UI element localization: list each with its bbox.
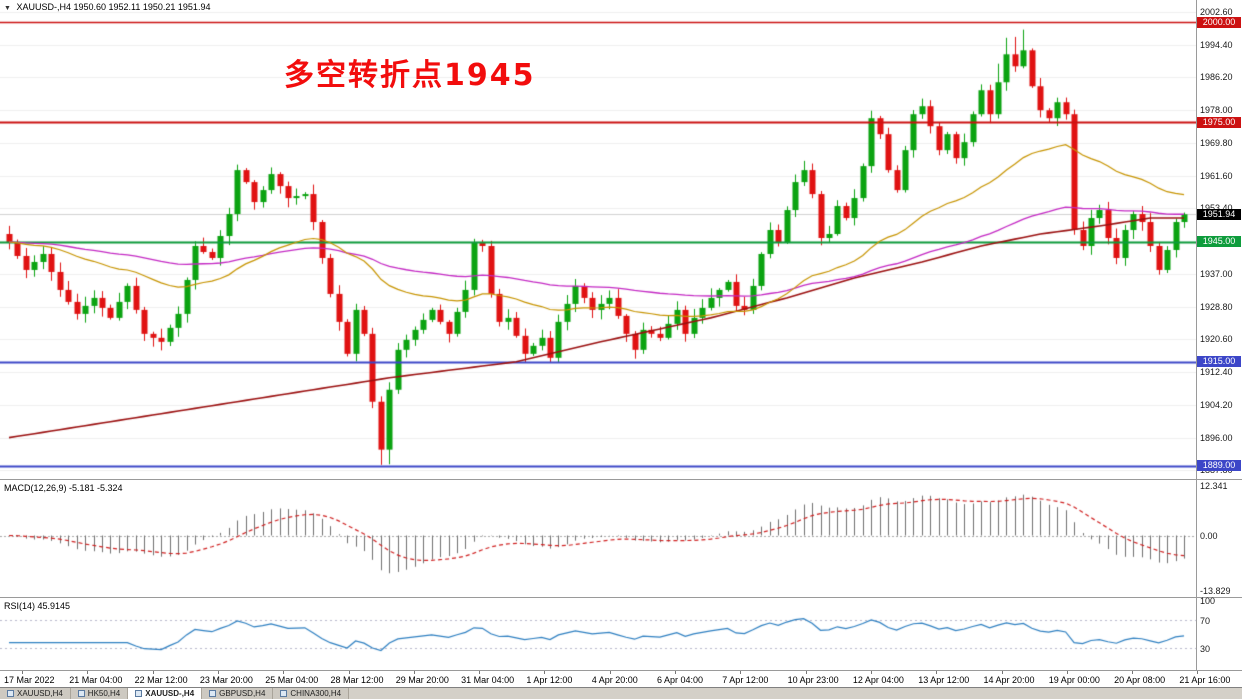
time-axis-tick [805,671,807,674]
time-axis-label: 6 Apr 04:00 [657,675,704,685]
time-axis-label: 12 Apr 04:00 [852,675,904,685]
time-axis-tick [413,671,415,674]
chart-tab-label: XAUUSD-,H4 [145,689,195,698]
chart-tab[interactable]: XAUUSD,H4 [0,688,71,699]
time-axis-tick [936,671,938,674]
price-axis-label: 1978.00 [1200,105,1233,116]
annotation-text: 多空转折点1945 [284,58,536,93]
rsi-axis-label: 70 [1200,616,1211,627]
chart-tab-icon [77,690,85,697]
level-price-badge: 2000.00 [1197,16,1241,28]
chart-tab-icon [209,690,217,697]
price-axis-label: 1969.80 [1200,137,1233,148]
level-price-badge: 1915.00 [1197,356,1241,368]
time-axis-tick [675,671,676,674]
chart-tab[interactable]: HK50,H4 [70,688,129,699]
chart-tab-label: HK50,H4 [87,689,121,698]
price-axis-label: 2002.60 [1200,6,1233,17]
price-axis-label: 1920.60 [1200,334,1233,345]
chart-tab[interactable]: CHINA300,H4 [273,688,350,699]
macd-axis-label: 12.341 [1200,481,1228,491]
chart-tab[interactable]: GBPUSD,H4 [202,688,274,699]
time-axis-label: 14 Apr 20:00 [983,675,1035,685]
time-axis-label: 25 Mar 04:00 [265,675,319,685]
rsi-axis-label: 100 [1200,596,1216,606]
time-axis-separator [0,670,1242,671]
chart-tab-icon [280,690,288,697]
time-axis-label: 1 Apr 12:00 [526,675,573,685]
chart-tab-label: XAUUSD,H4 [17,689,63,698]
macd-label: MACD(12,26,9) -5.181 -5.324 [4,483,123,493]
price-axis-label: 1953.40 [1200,203,1233,213]
time-axis-label: 23 Mar 20:00 [199,675,253,685]
time-axis-label: 21 Mar 04:00 [69,675,123,685]
level-price-badge: 1889.00 [1197,460,1241,472]
time-axis-tick [609,671,611,674]
time-axis-label: 28 Mar 12:00 [330,675,384,685]
time-axis-tick [22,671,23,674]
macd-axis-label: 0.00 [1200,530,1218,541]
rsi-label: RSI(14) 45.9145 [4,601,71,611]
price-axis-label: 1961.60 [1200,170,1233,181]
chart-tab-icon [135,690,143,697]
rsi-panel-separator[interactable] [0,597,1242,598]
rsi-axis-label: 30 [1200,643,1211,654]
time-axis-label: 29 Mar 20:00 [395,675,449,685]
chart-title: ▼ XAUUSD-,H4 1950.60 1952.11 1950.21 195… [4,2,210,12]
time-axis-tick [1001,671,1003,674]
time-axis-label: 10 Apr 23:00 [787,675,839,685]
time-axis-label: 7 Apr 12:00 [722,675,769,685]
time-axis-tick [1066,671,1068,674]
time-axis-tick [479,671,481,674]
rsi-indicator-chart[interactable] [0,598,1196,670]
time-axis-tick [870,671,872,674]
price-axis-label: 1937.00 [1200,268,1233,279]
time-axis-tick [1132,671,1134,674]
time-axis-label: 22 Mar 12:00 [134,675,188,685]
current-price-badge: 1951.94 [1197,208,1241,220]
time-axis-tick [1197,671,1199,674]
time-axis-label: 17 Mar 2022 [4,675,55,685]
main-price-chart[interactable] [0,0,1196,479]
time-axis-tick [348,671,350,674]
time-axis-label: 13 Apr 12:00 [918,675,970,685]
time-axis-label: 19 Apr 00:00 [1048,675,1100,685]
price-axis-label: 1912.40 [1200,367,1233,378]
price-scale-separator [1196,0,1197,671]
chart-tab-bar: XAUUSD,H4 HK50,H4 XAUUSD-,H4 GBPUSD,H4 CHINA… [0,687,1242,699]
time-axis-label: 20 Apr 08:00 [1114,675,1166,685]
time-axis-label: 4 Apr 20:00 [591,675,638,685]
time-axis-tick [217,671,219,674]
time-axis-tick [740,671,742,674]
chart-tab-label: CHINA300,H4 [290,689,342,698]
chart-ohlc-values: 1950.60 1952.11 1950.21 1951.94 [73,2,211,12]
price-axis-label: 1986.20 [1200,72,1233,83]
chart-tab-label: GBPUSD,H4 [219,689,266,698]
time-axis[interactable]: 17 Mar 2022 21 Mar 04:00 22 Mar 12:00 23 Ma… [0,671,1242,687]
time-axis-tick [544,671,546,674]
macd-indicator-chart[interactable] [0,480,1196,597]
time-axis-tick [87,671,89,674]
time-axis-label: 21 Apr 16:00 [1179,675,1231,685]
macd-panel-separator[interactable] [0,479,1242,480]
chart-dropdown-icon[interactable]: ▼ [4,5,11,12]
price-axis-label: 1994.40 [1200,39,1233,50]
level-price-badge: 1945.00 [1197,236,1241,248]
time-axis-label: 31 Mar 04:00 [461,675,515,685]
chart-tab-icon [7,690,14,697]
price-axis-label: 1896.00 [1200,432,1233,443]
time-axis-tick [283,671,285,674]
price-axis-label: 1904.20 [1200,399,1233,410]
level-price-badge: 1975.00 [1197,116,1241,128]
chart-tab[interactable]: XAUUSD-,H4 [128,688,203,699]
chart-symbol-period: XAUUSD-,H4 [16,2,71,12]
macd-axis-label: -13.829 [1200,586,1231,596]
price-axis-label: 1928.80 [1200,301,1233,312]
time-axis-tick [152,671,154,674]
